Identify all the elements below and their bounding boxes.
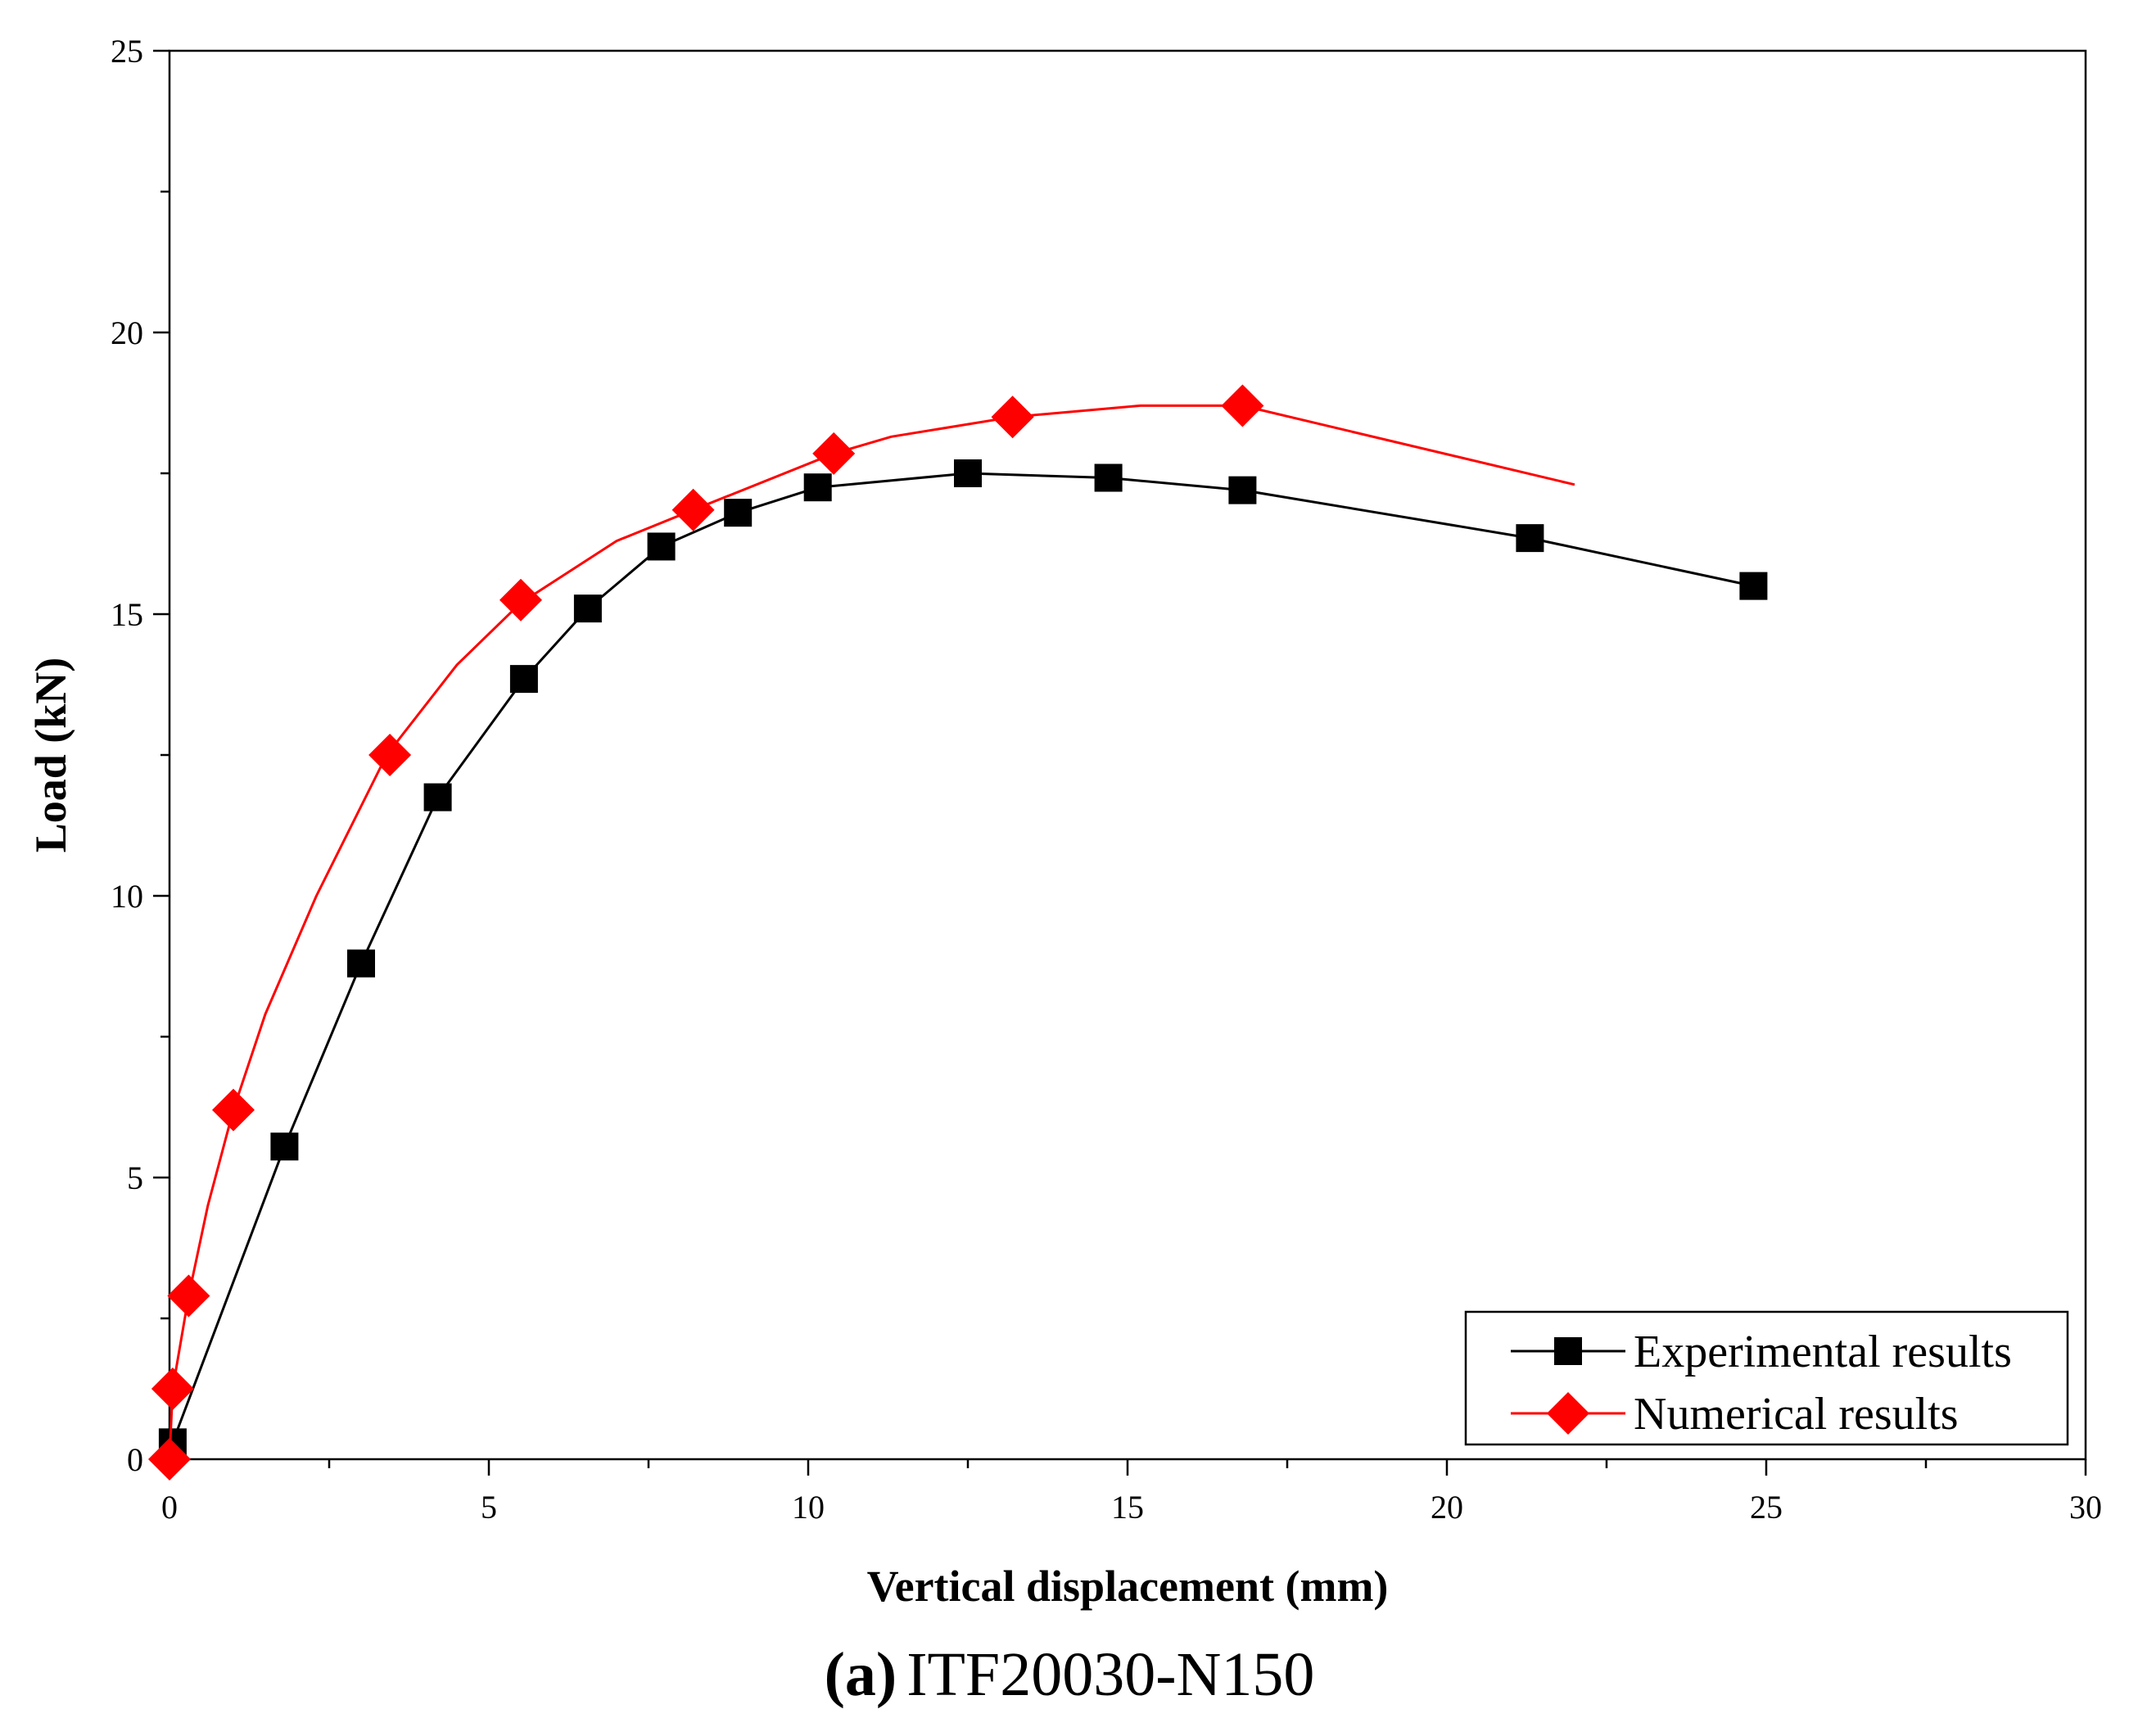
x-tick-label: 10 [792,1489,825,1526]
y-tick-label: 25 [111,33,143,70]
y-tick-label: 15 [111,596,143,633]
x-tick-label: 15 [1111,1489,1144,1526]
x-tick-label: 20 [1431,1489,1463,1526]
series-line [168,404,1575,1460]
data-point-diamond [1221,384,1264,427]
x-axis-title: Vertical displacement (mm) [867,1562,1389,1611]
data-point-diamond [148,1438,191,1481]
figure-caption: (a) ITF20030-N150 [825,1640,1315,1709]
series-layer [148,384,1768,1481]
data-point-diamond [368,734,412,776]
x-tick-label: 0 [161,1489,178,1526]
plot-frame [168,49,2087,1461]
data-point-square [573,594,602,623]
axis-tick-labels: 0 5 10 15 20 25 30 0 5 10 15 20 25 [111,33,2102,1526]
data-point-diamond [151,1368,194,1410]
series-experimental [158,459,1768,1457]
y-tick-label: 20 [111,314,143,351]
x-tick-label: 25 [1750,1489,1783,1526]
y-tick-label: 5 [127,1160,143,1196]
data-point-diamond [212,1088,255,1132]
series-numerical [148,384,1575,1481]
legend-marker-experimental [1554,1337,1582,1365]
data-point-square [724,499,753,527]
x-tick-label: 30 [2069,1489,2102,1526]
data-point-diamond [167,1274,210,1318]
data-point-square [1094,463,1123,492]
data-point-square [347,949,375,978]
legend-label-numerical: Numerical results [1634,1389,1959,1440]
legend: Experimental results Numerical results [1464,1310,2069,1446]
data-point-square [270,1132,299,1161]
data-point-square [423,783,452,811]
data-point-diamond [991,396,1034,439]
data-point-diamond [499,578,542,622]
data-point-diamond [812,432,856,475]
legend-label-experimental: Experimental results [1634,1327,2012,1377]
y-axis-title: Load (kN) [26,658,75,853]
data-point-square [803,473,832,502]
caption-text: ITF20030-N150 [906,1640,1314,1709]
data-point-square [647,532,676,561]
caption-label: (a) [825,1640,897,1709]
data-point-square [954,459,982,487]
data-point-square [1228,476,1257,504]
x-tick-label: 5 [481,1489,497,1526]
series-line [171,472,1754,1443]
data-point-square [1516,524,1544,553]
y-tick-label: 10 [111,878,143,915]
data-point-square [509,665,538,694]
data-point-square [1739,572,1768,600]
axis-ticks [153,49,2087,1476]
data-point-diamond [671,488,715,531]
y-tick-label: 0 [127,1441,143,1478]
legend-marker-numerical [1547,1392,1589,1435]
